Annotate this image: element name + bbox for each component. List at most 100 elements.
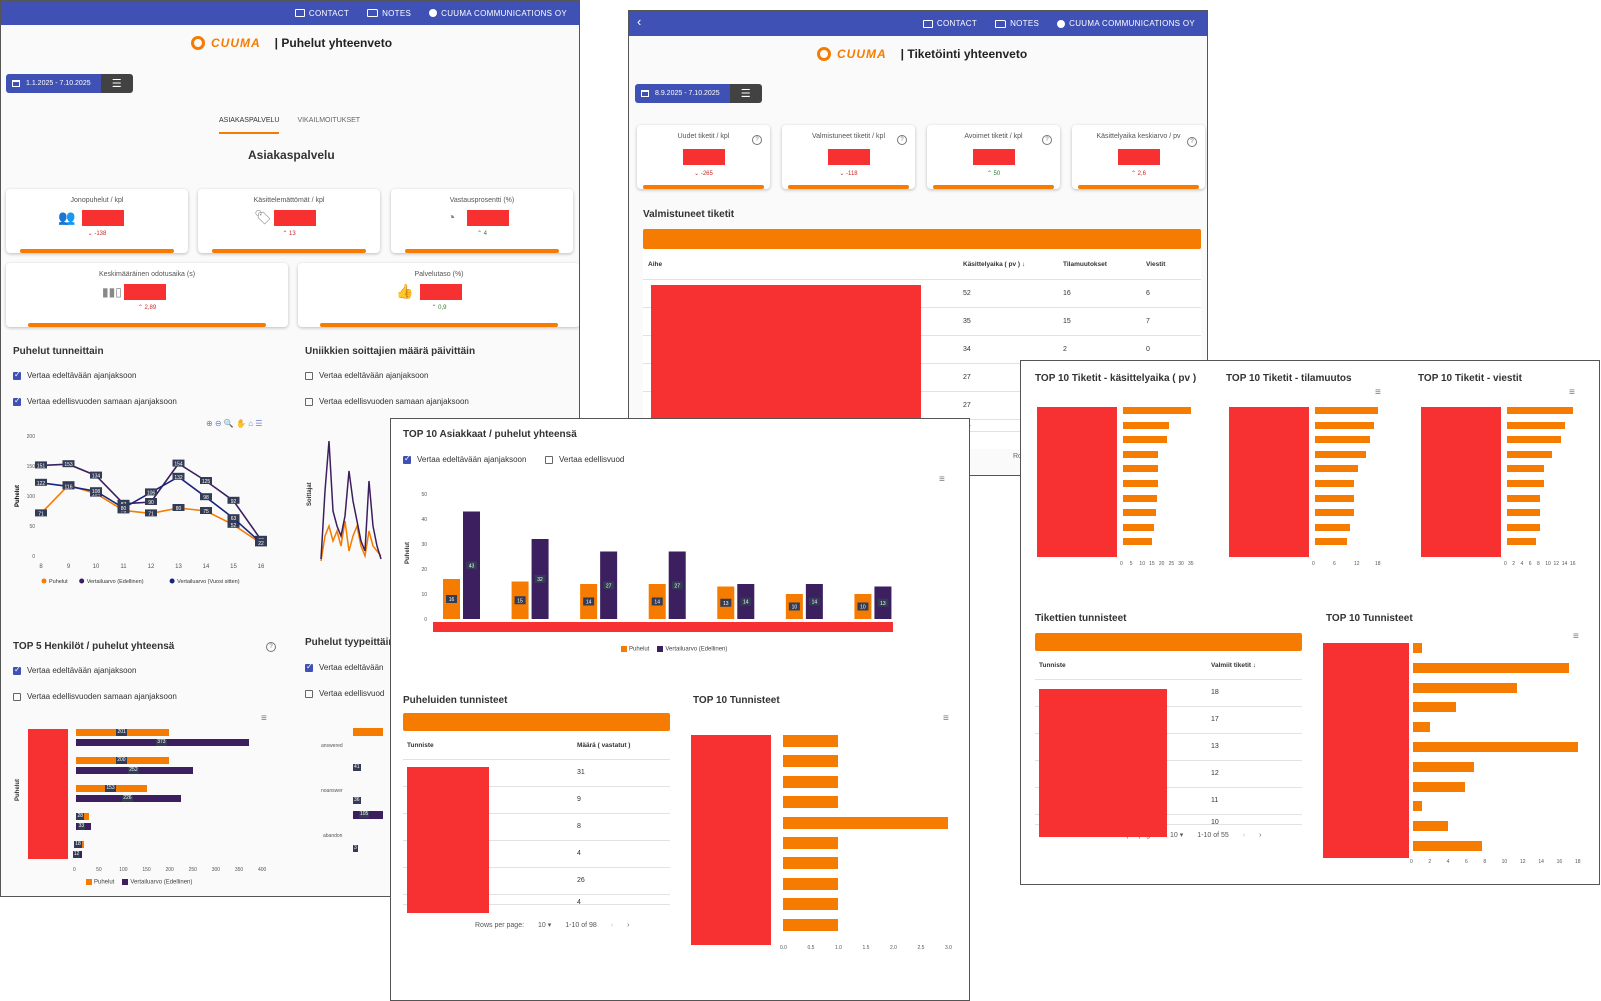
table-row[interactable]: 17 xyxy=(1035,706,1302,734)
top5-legend: Puhelut Vertailuarvo (Edellinen) xyxy=(86,879,192,886)
y-tick: 0 xyxy=(32,554,35,560)
nav-notes[interactable]: NOTES xyxy=(367,9,411,18)
x-tick: 35 xyxy=(1188,561,1194,567)
bar-label: 10 xyxy=(792,605,798,611)
bar xyxy=(1507,465,1545,473)
top5-compare-prev[interactable]: Vertaa edeltävään ajanjaksoon xyxy=(13,665,136,675)
table-row[interactable]: 27 xyxy=(643,363,1201,392)
back-icon[interactable]: ‹ xyxy=(637,14,642,29)
chart-menu-icon[interactable]: ≡ xyxy=(1569,387,1575,398)
types-compare-prev[interactable]: Vertaa edeltävään xyxy=(305,662,384,672)
tab-vikailmoitukset[interactable]: VIKAILMOITUKSET xyxy=(297,117,361,124)
checkbox[interactable] xyxy=(305,662,313,672)
chart-menu-icon[interactable]: ≡ xyxy=(261,713,267,724)
redacted-names xyxy=(28,729,68,859)
date-range-button[interactable]: 1.1.2025 - 7.10.2025 ☰ xyxy=(6,74,133,93)
tab-asiakaspalvelu[interactable]: ASIAKASPALVELU xyxy=(219,117,280,134)
chart-menu-icon[interactable]: ≡ xyxy=(939,474,945,485)
rows-per-page-select[interactable]: 10 ▾ xyxy=(538,922,552,929)
data-label-bg xyxy=(200,493,212,501)
table-row[interactable]: 10 xyxy=(1035,814,1302,826)
rows-per-page-select[interactable]: 10 ▾ xyxy=(1170,832,1184,839)
checkbox[interactable] xyxy=(13,370,21,380)
table-row[interactable]: 26 xyxy=(403,867,670,895)
nav-contact[interactable]: CONTACT xyxy=(922,19,977,28)
x-tick: 10 xyxy=(1501,859,1508,865)
menu-icon[interactable]: ☰ xyxy=(100,74,133,93)
x-tick: 400 xyxy=(258,867,267,873)
help-icon[interactable]: ? xyxy=(1187,137,1197,147)
chart-menu-icon[interactable]: ≡ xyxy=(943,713,949,724)
x-tick: 8 xyxy=(1537,561,1540,567)
date-range-button[interactable]: 8.9.2025 - 7.10.2025 ☰ xyxy=(635,84,762,103)
table-row[interactable]: 13 xyxy=(1035,733,1302,761)
checkbox[interactable] xyxy=(403,454,411,464)
unique-compare-prev[interactable]: Vertaa edeltävään ajanjaksoon xyxy=(305,371,428,380)
hourly-compare-year[interactable]: Vertaa edellisvuoden samaan ajanjaksoon xyxy=(13,396,177,406)
checkbox[interactable] xyxy=(545,455,553,464)
nav-account[interactable]: CUUMA COMMUNICATIONS OY xyxy=(1057,19,1195,28)
table-row[interactable]: 9 xyxy=(403,786,670,814)
table-row[interactable]: 34 2 0 xyxy=(643,335,1201,364)
bar-label-bg xyxy=(466,561,477,570)
bar-label: 226 xyxy=(122,795,133,802)
table-row[interactable]: 8 xyxy=(403,813,670,841)
help-icon[interactable]: ? xyxy=(752,135,762,145)
sort-column-kasittelyaika[interactable]: Käsittelyaika ( pv ) ↓ xyxy=(963,261,1026,268)
bar xyxy=(783,816,948,829)
bar-label: 200 xyxy=(116,757,127,764)
chart-menu-icon[interactable]: ≡ xyxy=(1573,631,1579,642)
table-row[interactable]: 11 xyxy=(1035,787,1302,815)
redacted-value xyxy=(828,149,870,165)
checkbox[interactable] xyxy=(305,371,313,380)
nav-links: CONTACT NOTES CUUMA COMMUNICATIONS OY xyxy=(294,1,567,25)
data-label-bg xyxy=(172,472,185,480)
bar-label: 43 xyxy=(469,563,475,569)
table-row[interactable]: 35 15 7 xyxy=(643,307,1201,336)
top10-compare-prev[interactable]: Vertaa edeltävään ajanjaksoon xyxy=(403,454,526,464)
unique-title: Uniikkien soittajien määrä päivittäin xyxy=(305,346,476,357)
prev-page-button[interactable]: ‹ xyxy=(1242,831,1246,839)
nav-notes[interactable]: NOTES xyxy=(995,19,1039,28)
bar-chart-icon: ▮▮▯ xyxy=(102,285,122,299)
bar xyxy=(783,857,838,870)
hourly-title: Puhelut tunneittain xyxy=(13,346,104,357)
next-page-button[interactable]: › xyxy=(1259,831,1262,839)
nav-contact[interactable]: CONTACT xyxy=(294,9,349,18)
table-row[interactable]: 4 xyxy=(403,840,670,868)
ticket-tags-title: Tikettien tunnisteet xyxy=(1035,613,1127,624)
unique-compare-year[interactable]: Vertaa edellisvuoden samaan ajanjaksoon xyxy=(305,397,469,406)
top5-compare-year[interactable]: Vertaa edellisvuoden samaan ajanjaksoon xyxy=(13,692,177,701)
next-page-button[interactable]: › xyxy=(627,921,630,929)
sort-column-valmiit[interactable]: Valmiit tiketit ↓ xyxy=(1211,662,1257,669)
checkbox[interactable] xyxy=(13,665,21,675)
table-row[interactable]: 12 xyxy=(1035,760,1302,788)
bar xyxy=(1123,465,1159,473)
bar xyxy=(783,898,838,911)
table-row[interactable]: 18 xyxy=(1035,679,1302,707)
help-icon[interactable]: ? xyxy=(266,642,276,652)
table-row[interactable]: 4 xyxy=(403,894,670,906)
help-icon[interactable]: ? xyxy=(1042,135,1052,145)
chart-menu-icon[interactable]: ≡ xyxy=(1375,387,1381,398)
data-label: 154 xyxy=(174,462,183,468)
window-tiketit-top10: TOP 10 Tiketit - käsittelyaika ( pv ) TO… xyxy=(1020,360,1600,885)
checkbox[interactable] xyxy=(305,397,313,406)
menu-icon[interactable]: ☰ xyxy=(729,84,762,103)
checkbox[interactable] xyxy=(13,396,21,406)
y-tick: 50 xyxy=(421,492,427,498)
types-compare-year[interactable]: Vertaa edellisvuod xyxy=(305,689,384,698)
help-icon[interactable]: ? xyxy=(897,135,907,145)
x-tick: 4 xyxy=(1520,561,1524,567)
top10-compare-year[interactable]: Vertaa edellisvuod xyxy=(545,455,624,464)
table-row[interactable]: 52 16 6 xyxy=(643,279,1201,308)
checkbox[interactable] xyxy=(305,689,313,698)
table-row[interactable]: 31 xyxy=(403,759,670,787)
data-label-bg xyxy=(62,482,75,490)
data-label: 153 xyxy=(64,462,73,468)
prev-page-button[interactable]: ‹ xyxy=(610,921,614,929)
chart-toolbar[interactable]: ⊕ ⊖ 🔍 ✋ ⌂ ☰ xyxy=(206,419,263,428)
hourly-compare-prev[interactable]: Vertaa edeltävään ajanjaksoon xyxy=(13,370,136,380)
nav-account[interactable]: CUUMA COMMUNICATIONS OY xyxy=(429,9,567,18)
checkbox[interactable] xyxy=(13,692,21,701)
